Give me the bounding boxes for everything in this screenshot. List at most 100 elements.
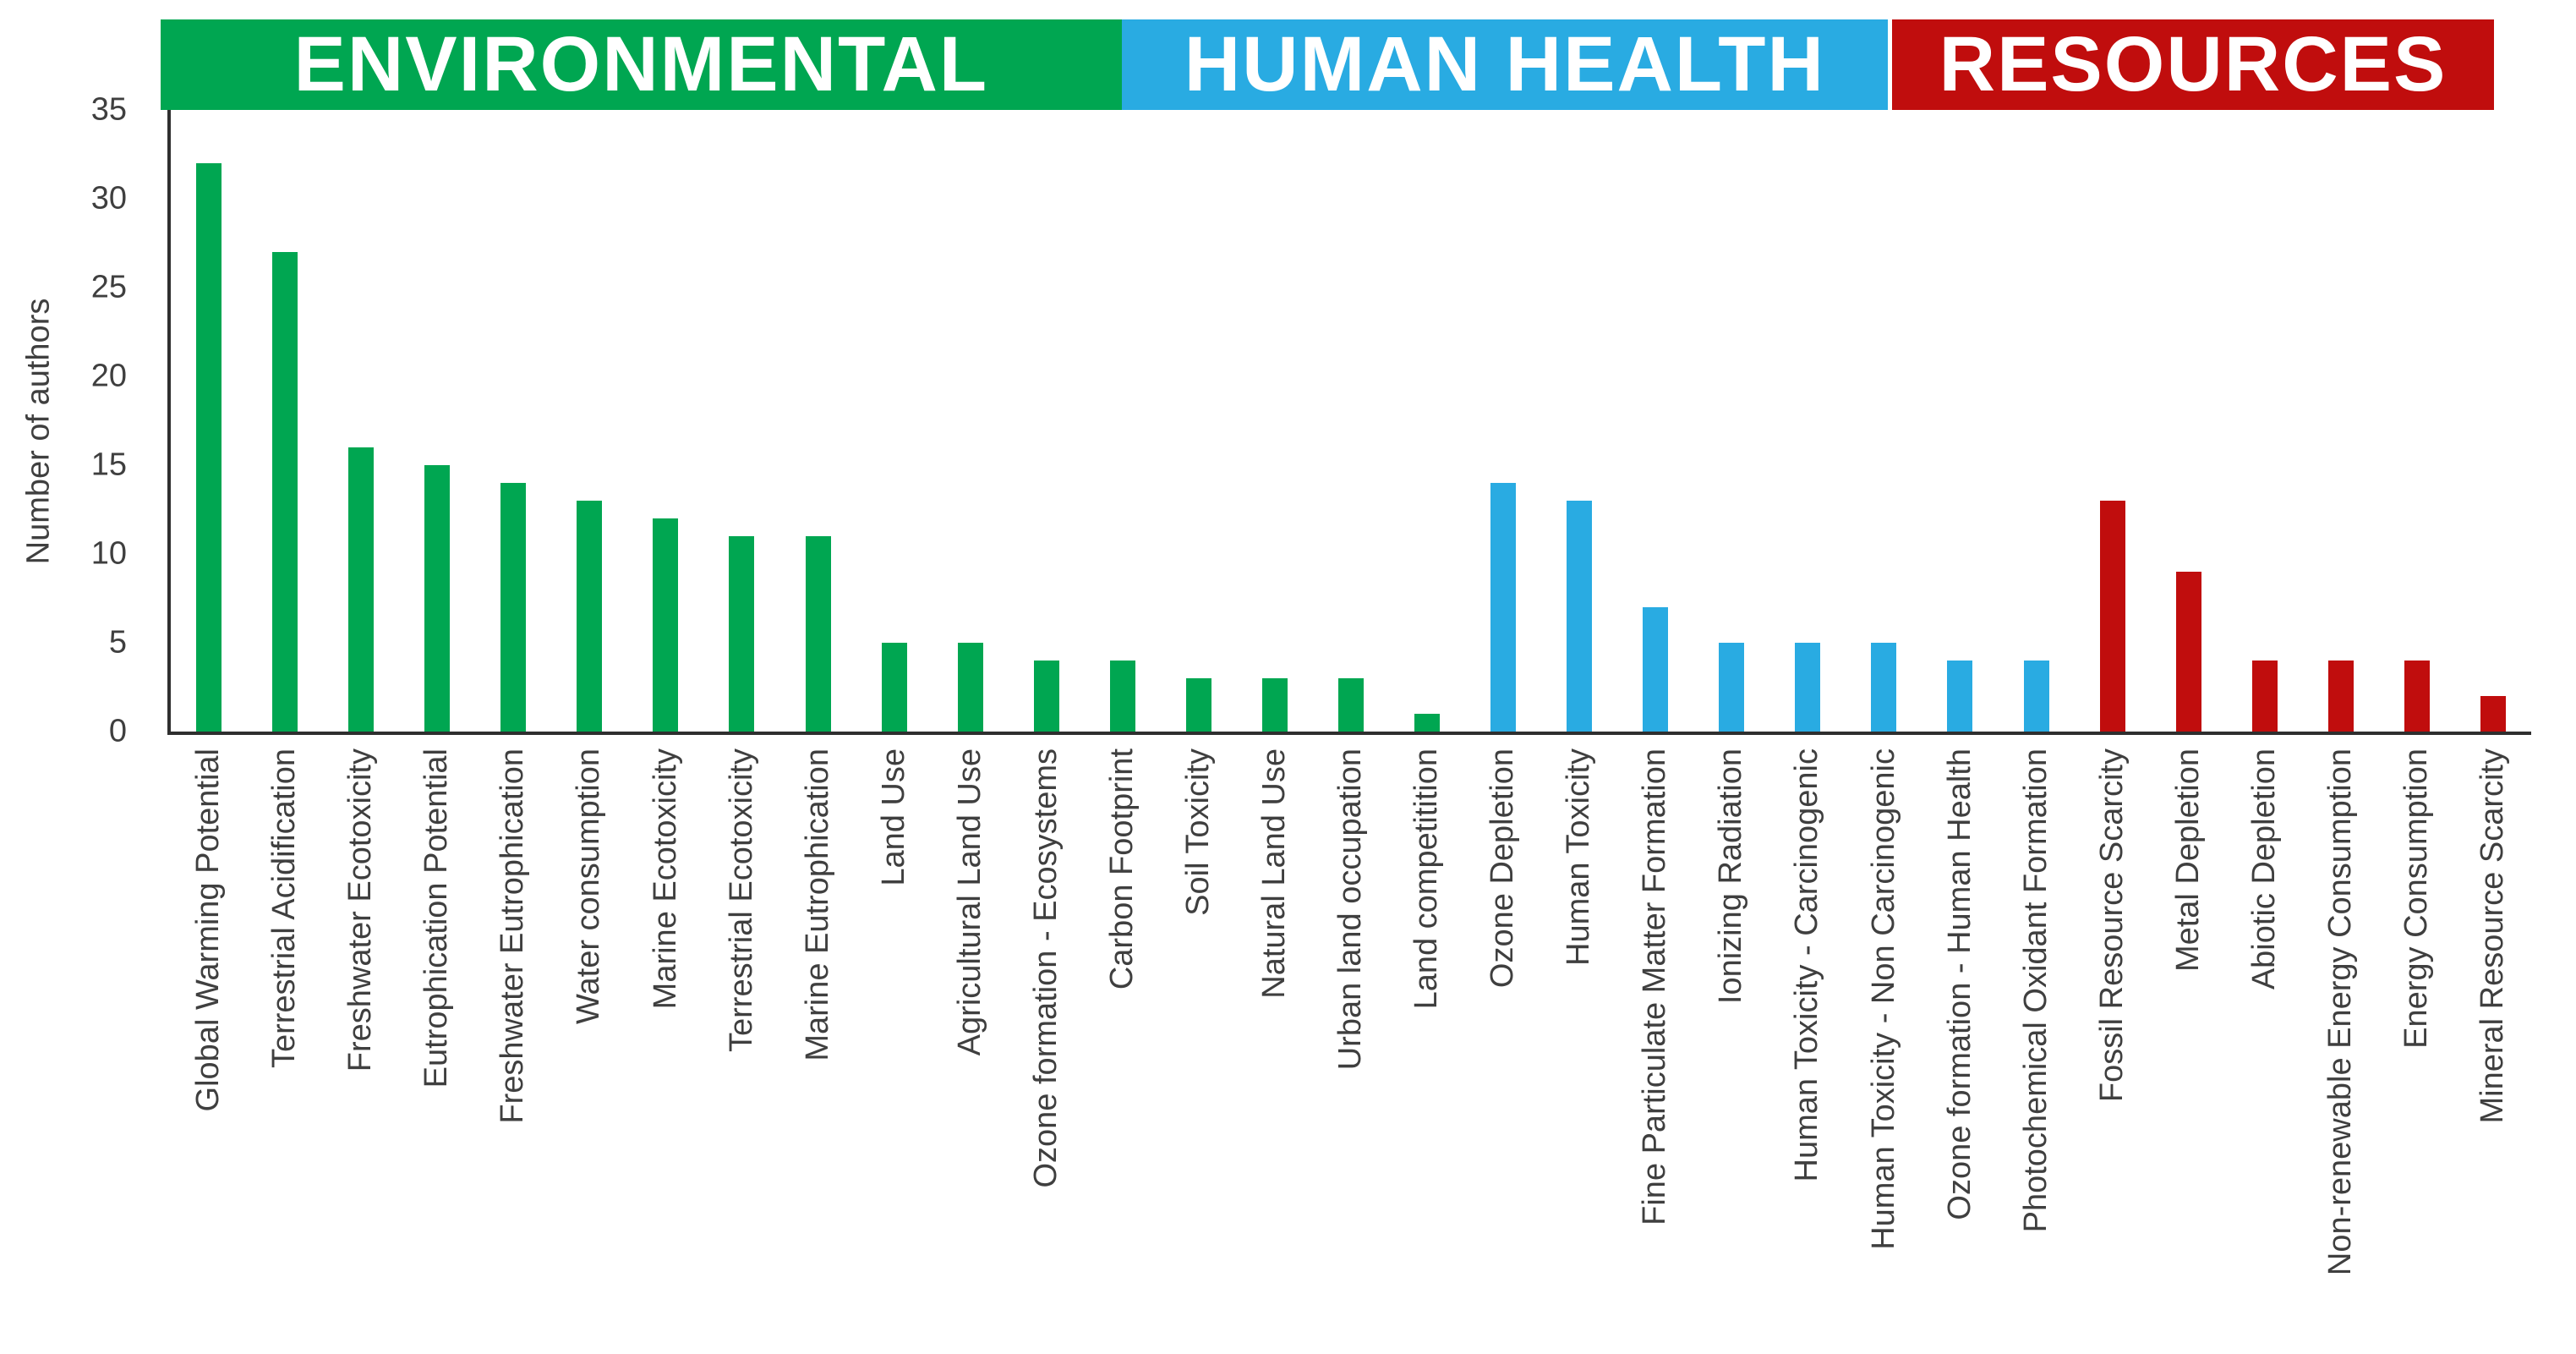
x-tick-label: Terrestrial Ecotoxicity	[723, 748, 759, 1052]
x-label-cell: Ozone Depletion	[1465, 748, 1541, 1349]
bar-photochemical-oxidant-formation	[2023, 661, 2049, 732]
bar-slot	[2379, 110, 2455, 732]
group-header-label: HUMAN HEALTH	[1184, 21, 1825, 107]
plot-area	[167, 110, 2531, 735]
x-tick-label: Photochemical Oxidant Formation	[2017, 748, 2054, 1233]
x-tick-label: Fine Particulate Matter Formation	[1637, 748, 1673, 1225]
group-header-environmental: ENVIRONMENTAL	[161, 19, 1122, 110]
bar-carbon-footprint	[1109, 661, 1135, 732]
bar-slot	[323, 110, 399, 732]
x-label-cell: Ozone formation - Ecosystems	[1009, 748, 1085, 1349]
x-label-cell: Ionizing Radiation	[1693, 748, 1769, 1349]
bar-slot	[2303, 110, 2379, 732]
x-label-cell: Metal Depletion	[2151, 748, 2227, 1349]
bar-slot	[856, 110, 933, 732]
bar-slot	[1846, 110, 1922, 732]
x-tick-label: Human Toxicity - Non Carcinogenic	[1865, 748, 1901, 1250]
x-tick-label: Human Toxicity	[1561, 748, 1597, 966]
x-tick-label: Mineral Resource Scarcity	[2475, 748, 2510, 1124]
bar-ionizing-radiation	[1719, 643, 1745, 732]
bar-slot	[1541, 110, 1617, 732]
x-tick-label: Terrestrial Acidification	[266, 748, 303, 1069]
bar-slot	[703, 110, 779, 732]
bar-terrestrial-ecotoxicity	[729, 536, 755, 732]
y-tick-label: 30	[90, 180, 127, 217]
bar-slot	[247, 110, 323, 732]
group-header-label: ENVIRONMENTAL	[293, 21, 989, 107]
bar-human-toxicity	[1567, 501, 1593, 732]
bar-slot	[2227, 110, 2303, 732]
x-label-cell: Ozone formation - Human Health	[1922, 748, 1998, 1349]
bar-fossil-resource-scarcity	[2099, 501, 2125, 732]
bar-marine-eutrophication	[805, 536, 831, 732]
y-axis-ticks: 0 5 10 15 20 25 30 35	[0, 92, 127, 749]
x-tick-label: Agricultural Land Use	[951, 748, 987, 1056]
x-tick-label: Metal Depletion	[2169, 748, 2206, 973]
x-label-cell: Human Toxicity - Carcinogenic	[1769, 748, 1846, 1349]
x-label-cell: Abiotic Depletion	[2227, 748, 2303, 1349]
bar-slot	[1769, 110, 1846, 732]
x-tick-label: Marine Ecotoxicity	[647, 748, 683, 1010]
bar-slot	[1237, 110, 1313, 732]
bar-marine-ecotoxicity	[653, 518, 679, 732]
y-tick-label: 0	[108, 713, 127, 749]
bar-slot	[171, 110, 247, 732]
x-label-cell: Non-renewable Energy Consumption	[2303, 748, 2379, 1349]
bar-land-use	[881, 643, 907, 732]
bar-ozone-formation-ecosystems	[1033, 661, 1059, 732]
x-label-cell: Mineral Resource Scarcity	[2455, 748, 2531, 1349]
y-tick-label: 15	[90, 447, 127, 483]
bar-human-toxicity-non-carcinogenic	[1871, 643, 1897, 732]
x-label-cell: Terrestrial Acidification	[247, 748, 323, 1349]
bar-fine-particulate-matter-formation	[1643, 607, 1669, 732]
bar-slot	[780, 110, 856, 732]
bar-mineral-resource-scarcity	[2480, 696, 2506, 732]
bar-slot	[1693, 110, 1769, 732]
x-label-cell: Land Use	[856, 748, 933, 1349]
bar-slot	[1085, 110, 1161, 732]
x-tick-label: Fossil Resource Scarcity	[2093, 748, 2130, 1103]
bar-ozone-depletion	[1490, 483, 1517, 732]
x-label-cell: Eutrophication Potential	[399, 748, 475, 1349]
bar-slot	[2455, 110, 2531, 732]
x-tick-label: Ozone formation - Ecosystems	[1027, 748, 1064, 1188]
x-axis-labels: Global Warming Potential Terrestrial Acid…	[171, 748, 2531, 1349]
bar-slot	[475, 110, 551, 732]
bar-slot	[1313, 110, 1389, 732]
bar-human-toxicity-carcinogenic	[1795, 643, 1821, 732]
x-tick-label: Water consumption	[571, 748, 607, 1024]
bar-terrestrial-acidification	[272, 252, 298, 732]
bar-slot	[1999, 110, 2075, 732]
bars-row	[171, 110, 2531, 732]
bar-land-competitition	[1414, 714, 1441, 732]
x-tick-label: Urban land occupation	[1332, 748, 1369, 1071]
x-label-cell: Photochemical Oxidant Formation	[1999, 748, 2075, 1349]
x-tick-label: Freshwater Ecotoxicity	[342, 748, 379, 1072]
bar-natural-land-use	[1261, 678, 1288, 732]
y-tick-label: 20	[90, 358, 127, 394]
bar-non-renewable-energy-consumption	[2327, 661, 2354, 732]
bar-eutrophication-potential	[424, 465, 451, 732]
x-tick-label: Freshwater Eutrophication	[495, 748, 531, 1124]
bar-water-consumption	[577, 501, 603, 732]
x-label-cell: Natural Land Use	[1237, 748, 1313, 1349]
x-tick-label: Energy Consumption	[2398, 748, 2434, 1049]
bar-abiotic-depletion	[2251, 661, 2278, 732]
x-tick-label: Global Warming Potential	[190, 748, 227, 1112]
bar-global-warming-potential	[196, 163, 222, 732]
x-label-cell: Freshwater Eutrophication	[475, 748, 551, 1349]
y-tick-label: 35	[90, 91, 127, 128]
bar-energy-consumption	[2404, 661, 2430, 732]
bar-slot	[1465, 110, 1541, 732]
bar-slot	[551, 110, 627, 732]
x-tick-label: Non-renewable Energy Consumption	[2322, 748, 2358, 1276]
bar-urban-land-occupation	[1337, 678, 1364, 732]
x-label-cell: Soil Toxicity	[1161, 748, 1237, 1349]
bar-soil-toxicity	[1185, 678, 1211, 732]
x-label-cell: Energy Consumption	[2379, 748, 2455, 1349]
group-header-human-health: HUMAN HEALTH	[1121, 19, 1889, 110]
x-tick-label: Eutrophication Potential	[418, 748, 455, 1088]
x-tick-label: Soil Toxicity	[1179, 748, 1216, 916]
bar-slot	[1389, 110, 1465, 732]
x-tick-label: Ozone formation - Human Health	[1941, 748, 1977, 1220]
